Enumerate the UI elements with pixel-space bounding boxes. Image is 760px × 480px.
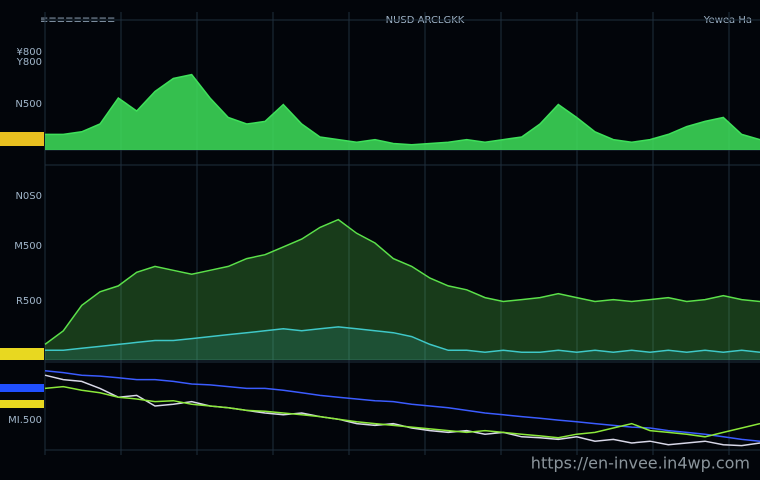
series-line [44,218,760,346]
side-label: N0S0 [15,191,42,202]
series-line [45,73,760,146]
watermark: https://en-invee.in4wp.com [531,454,750,473]
series-line [44,385,760,439]
side-label: Y800 [16,57,42,68]
area-fill [45,74,760,150]
side-label: MI.500 [8,415,42,426]
side-label: R500 [16,296,42,307]
label-badge [0,400,44,408]
side-label: ¥800 [17,47,42,58]
label-badge [0,132,44,146]
series-line [45,326,760,353]
area-fill [45,219,760,360]
side-label: M500 [14,241,42,252]
label-badge [0,348,44,360]
label-badge [0,384,44,392]
side-label: N500 [15,99,42,110]
